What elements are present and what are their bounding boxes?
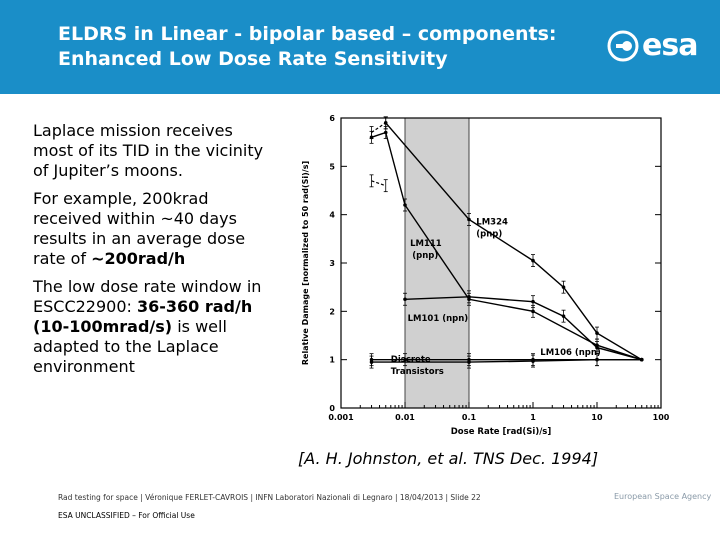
dashed-segment xyxy=(371,180,386,187)
paragraph-1: Laplace mission receives most of its TID… xyxy=(33,121,264,180)
y-tick-label: 4 xyxy=(329,211,335,220)
y-tick-label: 0 xyxy=(329,404,335,413)
paragraph-3-suffix: is well adapted to the Laplace environme… xyxy=(33,317,227,376)
footer-info: Rad testing for space | Véronique FERLET… xyxy=(58,493,481,502)
esa-logo: esa xyxy=(606,28,706,68)
x-tick-label: 0.01 xyxy=(395,413,415,422)
plot-frame xyxy=(340,117,662,409)
classification-label: ESA UNCLASSIFIED – For Official Use xyxy=(58,511,195,520)
esa-logo-text: esa xyxy=(642,28,698,63)
body-text: Laplace mission receives most of its TID… xyxy=(33,121,265,385)
y-tick-label: 6 xyxy=(329,114,335,123)
x-axis-label: Dose Rate [rad(Si)/s] xyxy=(451,427,552,437)
data-point-discrete-transistors xyxy=(639,357,644,362)
paragraph-3-bold-1: 36-360 rad/h xyxy=(136,297,253,316)
y-tick-label: 3 xyxy=(329,259,335,268)
paragraph-3-bold-2: (10-100mrad/s) xyxy=(33,317,173,336)
annotation-label: Discrete xyxy=(391,355,431,365)
y-tick-label: 1 xyxy=(329,356,335,365)
x-tick-label: 1 xyxy=(530,413,536,422)
paragraph-2: For example, 200krad received within ~40… xyxy=(33,189,265,269)
annotation-label: Transistors xyxy=(391,367,444,377)
annotation-label: LM101 (npn) xyxy=(408,314,469,324)
x-tick-label: 0.1 xyxy=(462,413,477,422)
paragraph-2-bold: ~200rad/h xyxy=(91,249,186,268)
agency-logo-text: European Space Agency xyxy=(614,492,712,501)
dashed-segment xyxy=(371,122,387,133)
annotation-label: (pnp) xyxy=(476,229,502,239)
x-tick-label: 100 xyxy=(653,413,670,422)
series-line-lm324-pnp xyxy=(385,122,643,361)
title-line-1: ELDRS in Linear - bipolar based – compon… xyxy=(58,23,557,45)
annotation-label: LM324 xyxy=(476,217,508,227)
title-bar: ELDRS in Linear - bipolar based – compon… xyxy=(0,0,720,94)
y-tick-label: 5 xyxy=(329,162,335,171)
title-line-2: Enhanced Low Dose Rate Sensitivity xyxy=(58,48,448,70)
esa-logo-icon xyxy=(607,30,639,62)
paragraph-3-text: The low dose rate window in ESCC22900: xyxy=(33,277,262,316)
series-line-lm101-npn xyxy=(404,296,642,361)
y-axis-label: Relative Damage [normalized to 50 rad(Si… xyxy=(301,161,310,365)
eldrs-chart-svg: 0 1 2 3 4 5 6 0.001 0.01 0.1 1 10 100 Dose Rate [rad(… xyxy=(301,114,670,437)
figure-caption: [A. H. Johnston, et al. TNS Dec. 1994] xyxy=(298,449,599,468)
annotation-label: LM106 (npn) xyxy=(540,348,601,358)
y-tick-label: 2 xyxy=(329,307,335,316)
x-tick-label: 0.001 xyxy=(328,413,354,422)
paragraph-2-text: For example, 200krad received within ~40… xyxy=(33,189,246,268)
x-tick-label: 10 xyxy=(591,413,603,422)
slide-title: ELDRS in Linear - bipolar based – compon… xyxy=(58,22,638,72)
eldrs-chart: 0 1 2 3 4 5 6 0.001 0.01 0.1 1 10 100 Dose Rate [rad(… xyxy=(296,108,682,450)
annotation-label: (pnp) xyxy=(412,251,438,261)
annotation-label: LM111 xyxy=(410,239,442,249)
paragraph-3: The low dose rate window in ESCC22900: 3… xyxy=(33,277,265,377)
